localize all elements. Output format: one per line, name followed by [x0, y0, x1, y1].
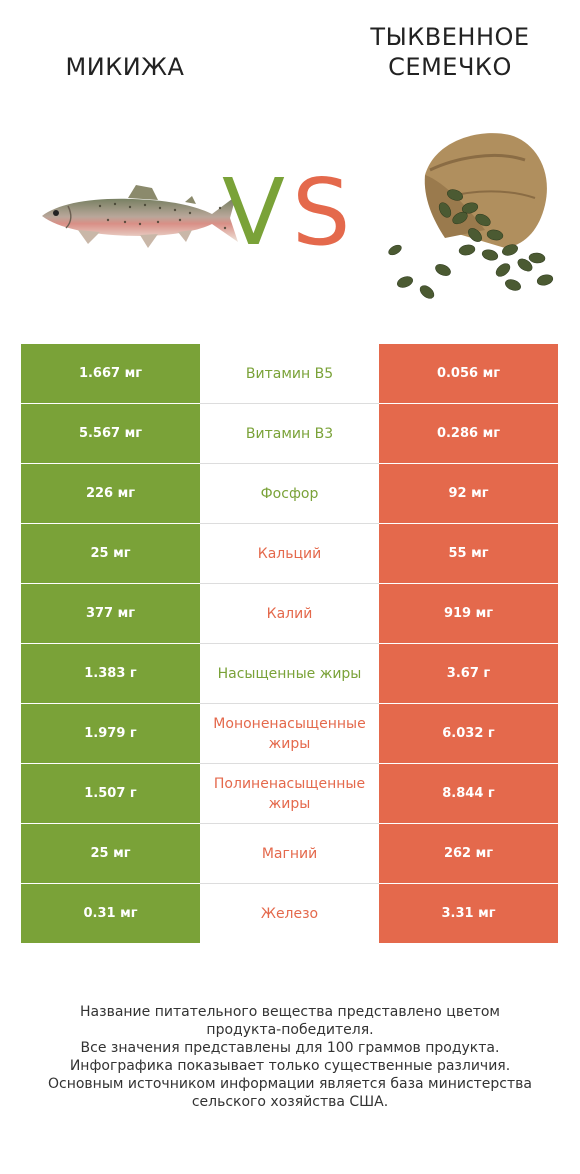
- right-value-cell: 919 мг: [379, 584, 558, 644]
- footnote-line: сельского хозяйства США.: [191, 1094, 389, 1110]
- right-value-cell: 0.286 мг: [379, 404, 558, 464]
- nutrient-name-cell: Полиненасыщенные жиры: [200, 764, 379, 824]
- nutrient-name-cell: Калий: [200, 584, 379, 644]
- table-row: 5.567 мг Витамин B3 0.286 мг: [21, 404, 558, 464]
- left-value-cell: 1.667 мг: [21, 344, 200, 404]
- footnote-line: Инфографика показывает только существенн…: [69, 1058, 511, 1074]
- left-value-cell: 25 мг: [21, 524, 200, 584]
- footnote-line: Основным источником информации является …: [48, 1076, 532, 1092]
- left-value-cell: 226 мг: [21, 464, 200, 524]
- right-value-cell: 6.032 г: [379, 704, 558, 764]
- left-value-cell: 1.507 г: [21, 764, 200, 824]
- right-value-cell: 92 мг: [379, 464, 558, 524]
- left-value-cell: 25 мг: [21, 824, 200, 884]
- nutrient-name-cell: Железо: [200, 884, 379, 944]
- left-value-cell: 5.567 мг: [21, 404, 200, 464]
- table-row: 1.383 г Насыщенные жиры 3.67 г: [21, 644, 558, 704]
- nutrient-name-cell: Магний: [200, 824, 379, 884]
- table-row: 226 мг Фосфор 92 мг: [21, 464, 558, 524]
- nutrient-name-cell: Витамин B5: [200, 344, 379, 404]
- table-row: 1.507 г Полиненасыщенные жиры 8.844 г: [21, 764, 558, 824]
- left-value-cell: 1.383 г: [21, 644, 200, 704]
- right-product-title: ТЫКВЕННОЕ СЕМЕЧКО: [350, 22, 550, 82]
- footnote-line: продукта-победителя.: [206, 1022, 374, 1038]
- right-value-cell: 55 мг: [379, 524, 558, 584]
- footnote: Название питательного вещества представл…: [20, 1003, 560, 1111]
- right-value-cell: 0.056 мг: [379, 344, 558, 404]
- nutrient-name-cell: Насыщенные жиры: [200, 644, 379, 704]
- vs-letter-s: S: [292, 159, 351, 266]
- nutrient-name-cell: Мононенасыщенные жиры: [200, 704, 379, 764]
- right-value-cell: 8.844 г: [379, 764, 558, 824]
- right-value-cell: 3.67 г: [379, 644, 558, 704]
- pumpkin-seeds-sack-image: [388, 133, 554, 299]
- trout-image: [42, 185, 238, 248]
- table-row: 377 мг Калий 919 мг: [21, 584, 558, 644]
- table-row: 0.31 мг Железо 3.31 мг: [21, 884, 558, 944]
- table-row: 25 мг Магний 262 мг: [21, 824, 558, 884]
- left-product-title: МИКИЖА: [65, 53, 185, 81]
- right-value-cell: 3.31 мг: [379, 884, 558, 944]
- table-row: 1.667 мг Витамин B5 0.056 мг: [21, 344, 558, 404]
- right-product-title-line2: СЕМЕЧКО: [388, 53, 512, 81]
- nutrient-name-cell: Фосфор: [200, 464, 379, 524]
- right-product-title-line1: ТЫКВЕННОЕ: [370, 23, 530, 51]
- table-row: 1.979 г Мононенасыщенные жиры 6.032 г: [21, 704, 558, 764]
- nutrient-name-cell: Кальций: [200, 524, 379, 584]
- footnote-line: Название питательного вещества представл…: [80, 1004, 500, 1020]
- vs-letter-v: V: [222, 159, 285, 266]
- left-value-cell: 377 мг: [21, 584, 200, 644]
- left-value-cell: 0.31 мг: [21, 884, 200, 944]
- footnote-line: Все значения представлены для 100 граммо…: [80, 1040, 500, 1056]
- table-row: 25 мг Кальций 55 мг: [21, 524, 558, 584]
- nutrient-name-cell: Витамин B3: [200, 404, 379, 464]
- comparison-table: 1.667 мг Витамин B5 0.056 мг 5.567 мг Витами…: [21, 344, 558, 944]
- left-value-cell: 1.979 г: [21, 704, 200, 764]
- right-value-cell: 262 мг: [379, 824, 558, 884]
